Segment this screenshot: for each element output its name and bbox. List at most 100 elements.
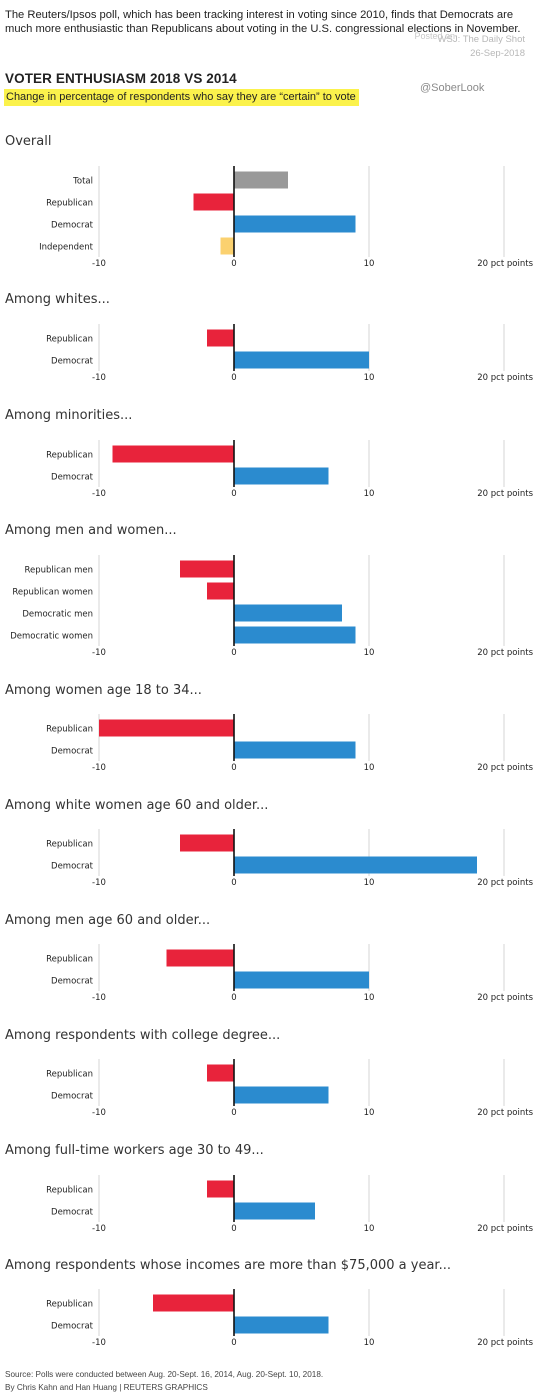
bar-chart-8: Republican Democrat -10 0 10 20 pct points xyxy=(46,1059,534,1118)
footer-credit: By Chris Kahn and Han Huang | REUTERS GR… xyxy=(5,1383,208,1392)
tick-label: 10 xyxy=(364,878,375,888)
bar-democrat xyxy=(234,1086,329,1104)
chart-title: VOTER ENTHUSIASM 2018 VS 2014 xyxy=(5,71,237,86)
tick-label: 10 xyxy=(364,1338,375,1348)
tick-label: 0 xyxy=(231,1108,236,1118)
bar-republican xyxy=(112,445,234,463)
tick-label: -10 xyxy=(92,489,106,499)
tick-label: 20 pct points xyxy=(477,259,533,269)
tick-label: 20 pct points xyxy=(477,648,533,658)
category-label: Republican xyxy=(46,1186,93,1196)
bar-republican xyxy=(207,329,234,347)
category-label: Republican xyxy=(46,840,93,850)
bar-republican xyxy=(207,1180,234,1198)
tick-label: 0 xyxy=(231,878,236,888)
category-label: Democratic men xyxy=(22,610,93,620)
bar-chart-1: Total Republican Democrat Independent -10 0 10… xyxy=(39,166,534,269)
tick-label: -10 xyxy=(92,993,106,1003)
tick-label: 0 xyxy=(231,648,236,658)
section-title: Among white women age 60 and older... xyxy=(5,798,269,813)
tick-label: 0 xyxy=(231,1224,236,1234)
tick-label: 10 xyxy=(364,1224,375,1234)
tick-label: 10 xyxy=(364,489,375,499)
category-label: Republican xyxy=(46,1070,93,1080)
tick-label: 10 xyxy=(364,763,375,773)
category-label: Democrat xyxy=(51,747,94,757)
category-label: Republican women xyxy=(12,588,93,598)
category-label: Democrat xyxy=(51,473,94,483)
tick-label: 20 pct points xyxy=(477,993,533,1003)
tick-label: 10 xyxy=(364,993,375,1003)
bar-democrat xyxy=(234,741,356,759)
tick-label: 0 xyxy=(231,993,236,1003)
category-label: Democrat xyxy=(51,221,94,231)
tick-label: 0 xyxy=(231,489,236,499)
tick-label: 0 xyxy=(231,763,236,773)
bar-republican xyxy=(193,193,234,211)
bar-democrat xyxy=(234,351,369,369)
footer-source: Source: Polls were conducted between Aug… xyxy=(5,1370,324,1379)
tick-label: -10 xyxy=(92,1224,106,1234)
watermark: Posted on WSJ: The Daily Shot 26-Sep-201… xyxy=(405,31,525,61)
bar-democrat xyxy=(234,1202,315,1220)
tick-label: 20 pct points xyxy=(477,1108,533,1118)
bar-total xyxy=(234,171,288,189)
tick-label: 0 xyxy=(231,259,236,269)
bar-independent xyxy=(220,237,234,255)
tick-label: 20 pct points xyxy=(477,763,533,773)
section-title: Among women age 18 to 34... xyxy=(5,683,202,698)
bar-republican xyxy=(99,719,234,737)
bar-chart-7: Republican Democrat -10 0 10 20 pct points xyxy=(46,944,534,1003)
category-label: Total xyxy=(72,177,93,187)
category-label: Republican xyxy=(46,955,93,965)
tick-label: -10 xyxy=(92,1338,106,1348)
category-label: Republican xyxy=(46,451,93,461)
tick-label: 20 pct points xyxy=(477,1224,533,1234)
bar-democrat xyxy=(234,971,369,989)
tick-label: 20 pct points xyxy=(477,878,533,888)
category-label: Independent xyxy=(39,243,94,253)
tick-label: -10 xyxy=(92,878,106,888)
tick-label: 20 pct points xyxy=(477,489,533,499)
tick-label: 0 xyxy=(231,1338,236,1348)
bar-democrat xyxy=(234,1316,329,1334)
tick-label: 20 pct points xyxy=(477,373,533,383)
tick-label: -10 xyxy=(92,1108,106,1118)
section-title: Among men and women... xyxy=(5,523,177,538)
tick-label: 20 pct points xyxy=(477,1338,533,1348)
category-label: Republican men xyxy=(24,566,93,576)
tick-label: 10 xyxy=(364,259,375,269)
bar-democrat xyxy=(234,215,356,233)
tick-label: 10 xyxy=(364,648,375,658)
category-label: Democrat xyxy=(51,357,94,367)
category-label: Republican xyxy=(46,725,93,735)
section-title: Among whites... xyxy=(5,292,110,307)
tick-label: -10 xyxy=(92,373,106,383)
chart-subtitle: Change in percentage of respondents who … xyxy=(4,89,359,106)
tick-label: 10 xyxy=(364,1108,375,1118)
watermark-handle: @SoberLook xyxy=(420,82,485,94)
bar-republican xyxy=(207,582,234,600)
category-label: Democrat xyxy=(51,977,94,987)
category-label: Republican xyxy=(46,335,93,345)
category-label: Democratic women xyxy=(10,632,93,642)
category-label: Democrat xyxy=(51,862,94,872)
bar-republican xyxy=(166,949,234,967)
bar-democrat xyxy=(234,626,356,644)
section-title: Overall xyxy=(5,134,52,149)
bar-republican xyxy=(207,1064,234,1082)
bar-chart-3: Republican Democrat -10 0 10 20 pct points xyxy=(46,440,534,499)
category-label: Democrat xyxy=(51,1208,94,1218)
bar-chart-9: Republican Democrat -10 0 10 20 pct points xyxy=(46,1175,534,1234)
tick-label: -10 xyxy=(92,648,106,658)
bar-republican xyxy=(180,560,234,578)
section-title: Among men age 60 and older... xyxy=(5,913,211,928)
bar-chart-4: Republican men Republican women Democratic… xyxy=(10,555,534,658)
tick-label: -10 xyxy=(92,259,106,269)
category-label: Republican xyxy=(46,199,93,209)
tick-label: 10 xyxy=(364,373,375,383)
intro-text: The Reuters/Ipsos poll, which has been t… xyxy=(5,9,521,36)
tick-label: 0 xyxy=(231,373,236,383)
bar-republican xyxy=(180,834,234,852)
bar-democrat xyxy=(234,604,342,622)
